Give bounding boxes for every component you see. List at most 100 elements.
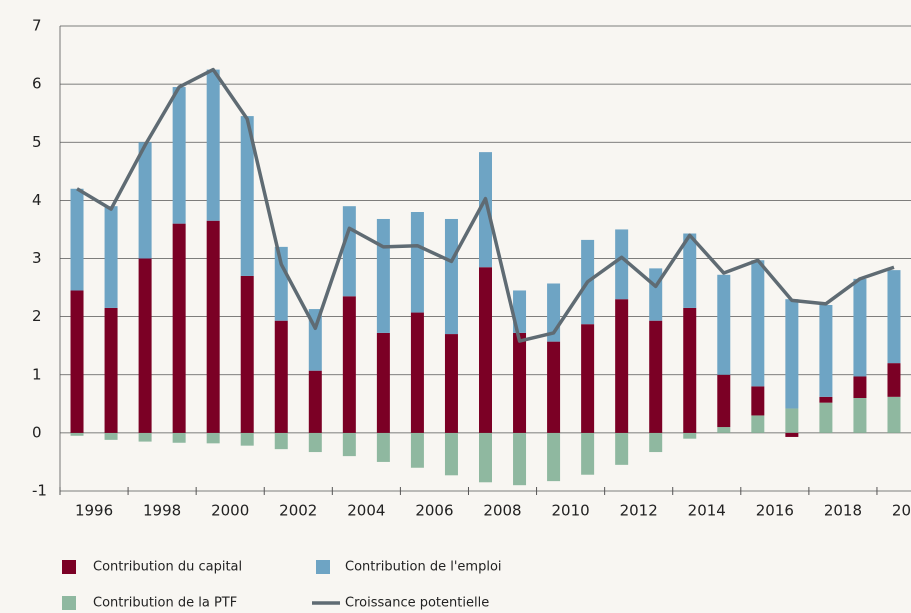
x-tick-label: 2000 xyxy=(211,502,249,520)
bar-segment xyxy=(819,402,833,433)
bar-segment xyxy=(172,432,186,443)
bar-segment xyxy=(615,299,629,433)
legend-label: Contribution de la PTF xyxy=(93,596,237,611)
bar-segment xyxy=(887,396,901,433)
legend-swatch xyxy=(62,560,76,574)
bar-segment xyxy=(172,87,186,224)
legend-swatch xyxy=(316,560,330,574)
bar-segment xyxy=(240,432,254,446)
legend-label: Croissance potentielle xyxy=(345,596,489,611)
bar-segment xyxy=(410,212,424,313)
y-tick-label: 3 xyxy=(32,249,42,267)
x-tick-label: 2010 xyxy=(552,502,590,520)
bar-segment xyxy=(70,290,84,433)
bar-segment xyxy=(274,246,288,321)
y-tick-label: 1 xyxy=(32,365,42,383)
bar-segment xyxy=(615,432,629,465)
x-tick-label: 1996 xyxy=(75,502,113,520)
bar-segment xyxy=(274,432,288,450)
bar-segment xyxy=(581,432,595,475)
bar-segment xyxy=(342,296,356,433)
bar-segment xyxy=(138,258,152,433)
bar-segment xyxy=(172,223,186,433)
bar-segment xyxy=(308,432,322,453)
bar-segment xyxy=(649,320,663,433)
bar-segment xyxy=(513,332,527,433)
bar-segment xyxy=(376,432,390,462)
bar-segment xyxy=(547,432,561,482)
bar-segment xyxy=(70,432,84,436)
x-tick-label: 2014 xyxy=(688,502,726,520)
legend-label: Contribution du capital xyxy=(93,560,242,575)
bar-segment xyxy=(683,432,697,439)
bar-segment xyxy=(274,320,288,433)
y-tick-label: 4 xyxy=(32,191,42,209)
bar-segment xyxy=(444,432,458,476)
bar-segment xyxy=(853,278,867,377)
bar-segment xyxy=(751,260,765,387)
legend-label: Contribution de l'emploi xyxy=(345,560,502,575)
bar-segment xyxy=(581,324,595,433)
x-tick-label: 2006 xyxy=(415,502,453,520)
line-series xyxy=(76,67,895,343)
bar-segment xyxy=(479,432,492,483)
y-tick-label: 6 xyxy=(32,75,42,93)
bar-segment xyxy=(819,305,833,397)
bar-segment xyxy=(376,332,390,433)
bar-segment xyxy=(887,363,901,397)
bar-segment xyxy=(717,374,731,428)
bar-segment xyxy=(547,341,561,433)
x-tick-label: 2016 xyxy=(756,502,794,520)
bar-segment xyxy=(785,432,799,437)
bar-segment xyxy=(479,152,492,268)
bar-segment xyxy=(206,220,220,433)
bar-segment xyxy=(853,376,867,398)
x-tick-label: 2002 xyxy=(279,502,317,520)
x-tick-label: 2008 xyxy=(483,502,521,520)
bar-segment xyxy=(444,218,458,335)
bar-segment xyxy=(410,432,424,468)
bar-segment xyxy=(615,229,629,300)
bar-segment xyxy=(479,267,492,433)
bar-segment xyxy=(785,408,799,433)
x-tick-label: 1998 xyxy=(143,502,181,520)
x-tick-label: 2012 xyxy=(620,502,658,520)
bar-segment xyxy=(104,432,118,440)
bar-segment xyxy=(785,299,799,409)
bar-segment xyxy=(240,275,254,433)
bar-segment xyxy=(649,268,663,321)
bar-segment xyxy=(342,432,356,457)
bar-segment xyxy=(342,206,356,297)
bar-segment xyxy=(887,270,901,364)
bar-segment xyxy=(138,142,152,259)
x-tick-label: 2018 xyxy=(824,502,862,520)
y-tick-label: 7 xyxy=(32,17,42,35)
bar-segment xyxy=(649,432,663,453)
bar-segment xyxy=(444,334,458,433)
bar-segment xyxy=(308,370,322,433)
y-tick-label: -1 xyxy=(32,482,47,500)
bar-segment xyxy=(138,432,152,442)
bar-segment xyxy=(70,188,84,291)
bar-segment xyxy=(376,218,390,333)
bar-segment xyxy=(104,206,118,308)
y-tick-label: 5 xyxy=(32,133,42,151)
bar-segment xyxy=(206,69,220,221)
bar-segment xyxy=(206,432,220,444)
bar-segment xyxy=(104,307,118,433)
x-tick-label: 2004 xyxy=(347,502,385,520)
y-tick-label: 0 xyxy=(32,423,42,441)
bar-segment xyxy=(819,396,833,403)
y-tick-label: 2 xyxy=(32,307,42,325)
bar-segment xyxy=(240,116,254,276)
x-tick-label: 2020 xyxy=(892,502,911,520)
bar-segment xyxy=(751,386,765,416)
bar-segment xyxy=(751,415,765,433)
bar-segment xyxy=(683,233,697,308)
bar-segment xyxy=(513,432,527,486)
bar-segment xyxy=(717,274,731,375)
bar-segment xyxy=(853,398,867,433)
bar-segment xyxy=(717,427,731,433)
legend-swatch xyxy=(62,596,76,610)
